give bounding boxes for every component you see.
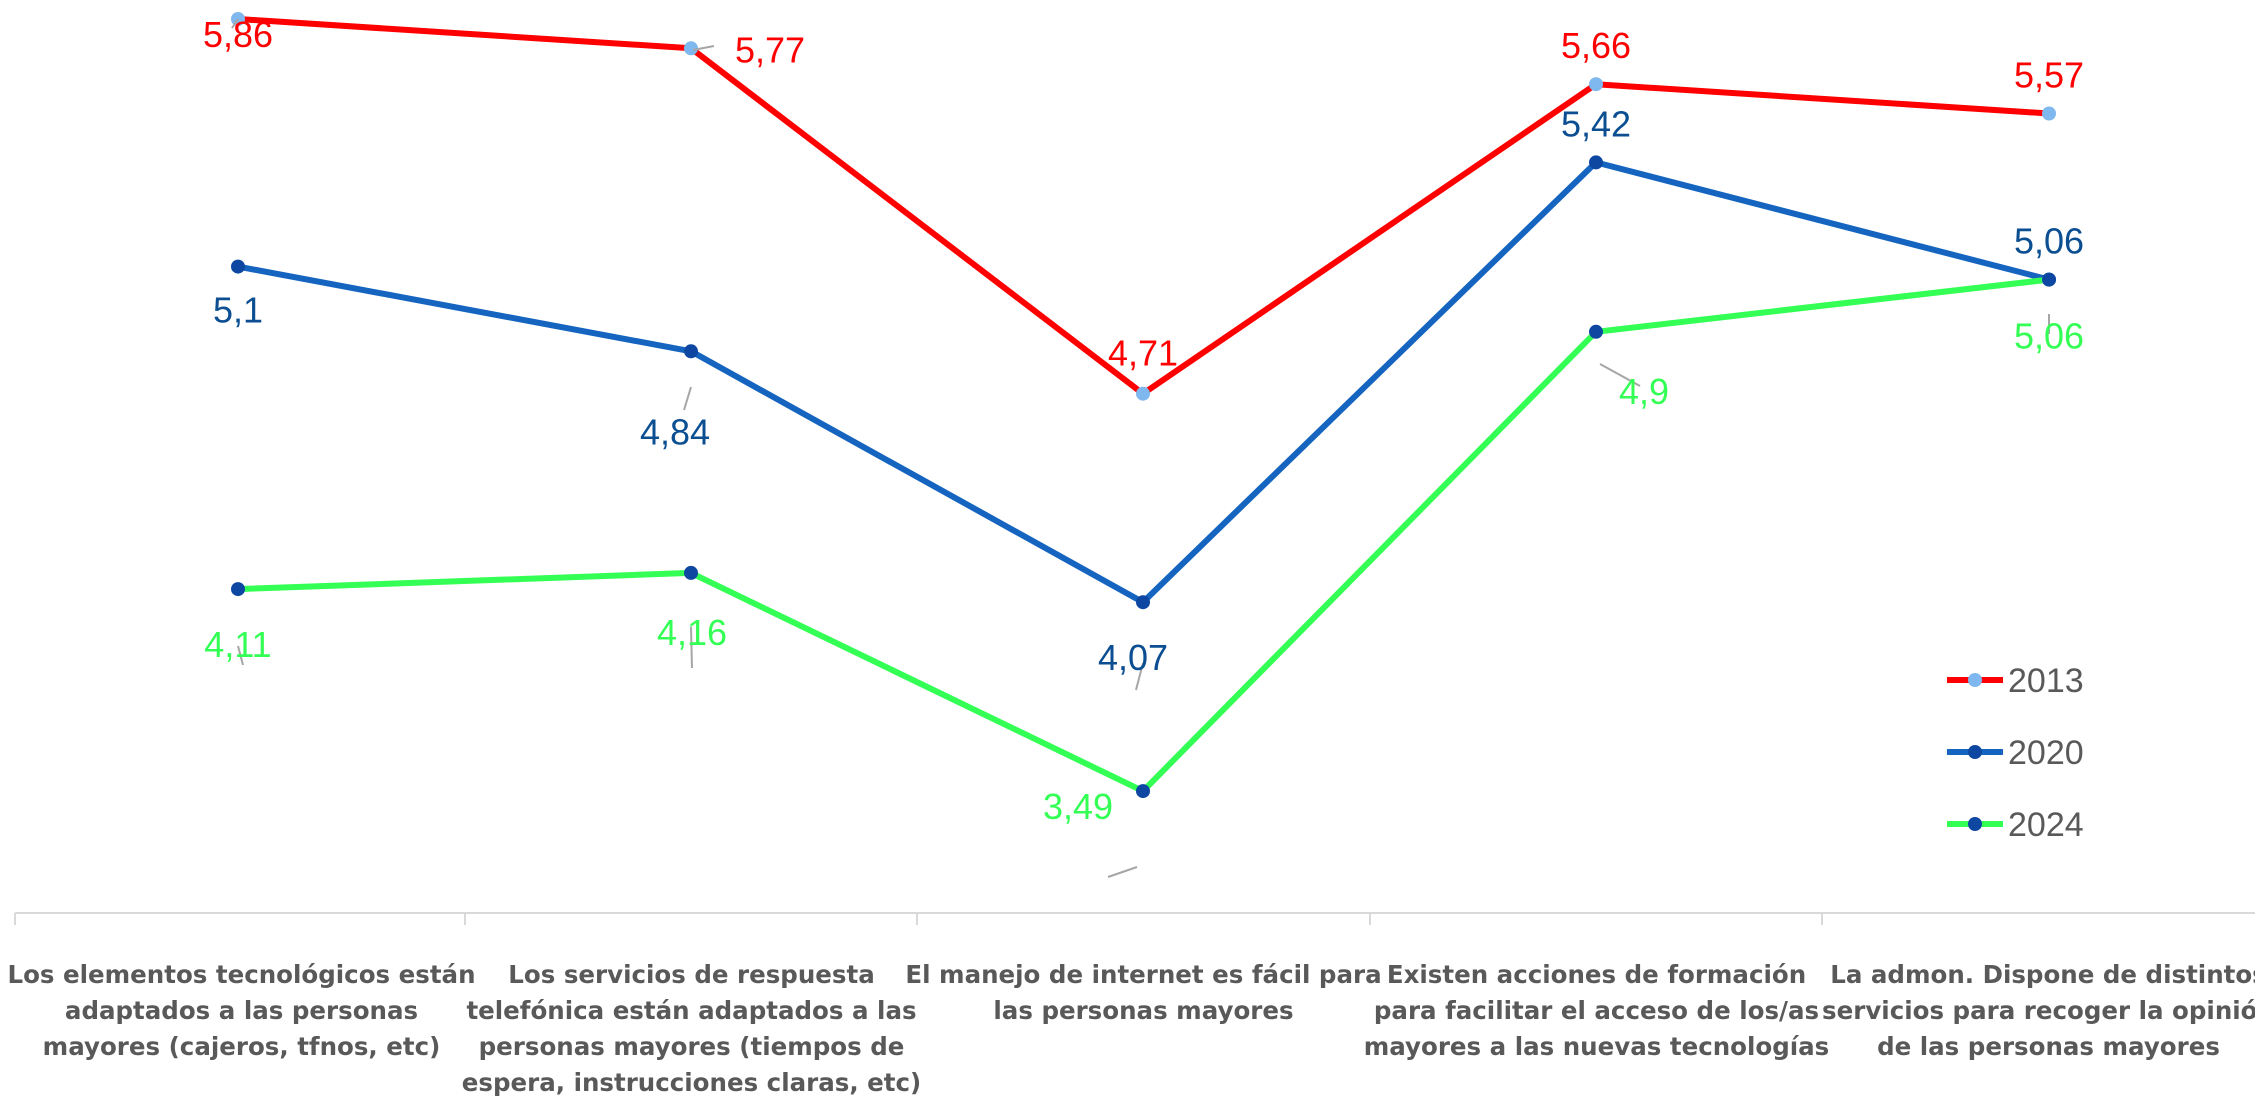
legend-swatch-marker-2020 [1968, 745, 1982, 759]
category-label-line: las personas mayores [993, 996, 1293, 1025]
series-line-2020 [235, 159, 2052, 606]
category-label: Existen acciones de formación para facili… [1364, 960, 1830, 1061]
category-label-line: personas mayores (tiempos de [479, 1032, 905, 1061]
data-label-2024: 4,16 [657, 612, 727, 653]
category-label-line: para facilitar el acceso de los/as [1374, 996, 1819, 1025]
category-label-line: El manejo de internet es fácil para [905, 960, 1381, 989]
legend-swatch-marker-2024 [1968, 817, 1982, 831]
data-label-2024: 4,9 [1619, 371, 1669, 412]
category-label-line: espera, instrucciones claras, etc) [462, 1068, 921, 1097]
legend-label-2013: 2013 [2008, 662, 2084, 700]
category-label-line: La admon. Dispone de distintos [1830, 960, 2255, 989]
data-point-2013 [1589, 77, 1603, 92]
data-label-2013: 5,66 [1561, 25, 1631, 66]
data-point-2024 [1589, 324, 1603, 339]
data-point-2020 [684, 344, 698, 359]
legend-label-2020: 2020 [2008, 734, 2084, 772]
leader-line [1107, 866, 1138, 878]
data-point-2024 [1136, 784, 1150, 799]
label-leader-lines [231, 18, 2050, 878]
leader-line [1599, 363, 1641, 387]
leader-line [1135, 662, 1144, 691]
legend-label-2024: 2024 [2008, 806, 2084, 844]
category-label-line: de las personas mayores [1877, 1032, 2220, 1061]
category-label: La admon. Dispone de distintos servicios … [1822, 960, 2255, 1061]
legend-swatch-marker-2013 [1968, 673, 1982, 687]
data-point-2024 [231, 582, 245, 597]
data-label-2024: 4,11 [204, 624, 271, 665]
data-point-2020 [1136, 595, 1150, 610]
data-label-2020: 5,1 [213, 290, 263, 331]
category-label-line: Los elementos tecnológicos están [7, 960, 475, 989]
data-label-2020: 5,06 [2014, 221, 2084, 262]
data-label-2024: 3,49 [1043, 786, 1113, 827]
data-label-2013: 5,77 [735, 29, 805, 70]
leader-line [692, 45, 715, 51]
category-label-line: telefónica están adaptados a las [466, 996, 916, 1025]
data-label-2020: 4,84 [640, 411, 710, 452]
data-point-2013 [1136, 386, 1150, 401]
legend: 2013 2020 2024 [1947, 662, 2084, 844]
leader-line [690, 626, 693, 669]
data-point-2013 [2042, 106, 2056, 121]
leader-line [683, 386, 692, 411]
x-axis [14, 912, 2255, 925]
data-point-2020 [1589, 155, 1603, 170]
data-label-2024: 5,06 [2014, 316, 2084, 357]
data-point-2024 [684, 565, 698, 580]
data-label-2013: 5,57 [2014, 55, 2084, 96]
category-label: Los elementos tecnológicos están adaptado… [7, 960, 475, 1061]
data-label-2013: 5,86 [203, 14, 273, 55]
category-label: El manejo de internet es fácil para las p… [905, 960, 1381, 1025]
category-label-line: Existen acciones de formación [1387, 960, 1806, 989]
data-label-2013: 4,71 [1108, 333, 1178, 374]
leader-line [231, 18, 239, 29]
data-labels: 5,86 5,77 4,71 5,66 5,57 5,1 4,84 4,07 5,42 5,06 4… [203, 14, 2084, 827]
category-label-line: mayores (cajeros, tfnos, etc) [43, 1032, 441, 1061]
data-point-2024 [2042, 272, 2056, 287]
category-label-line: adaptados a las personas [65, 996, 418, 1025]
data-point-2020 [231, 259, 245, 274]
data-label-2020: 5,42 [1561, 103, 1631, 144]
category-label: Los servicios de respuesta telefónica est… [462, 960, 921, 1097]
category-label-line: servicios para recoger la opinión [1822, 996, 2255, 1025]
data-point-2013 [684, 41, 698, 56]
leader-line [237, 645, 244, 666]
category-label-line: Los servicios de respuesta [508, 960, 874, 989]
category-labels: Los elementos tecnológicos están adaptado… [7, 960, 2255, 1097]
data-label-2020: 4,07 [1098, 637, 1168, 678]
category-label-line: mayores a las nuevas tecnologías [1364, 1032, 1830, 1061]
series-lines [231, 12, 2056, 799]
